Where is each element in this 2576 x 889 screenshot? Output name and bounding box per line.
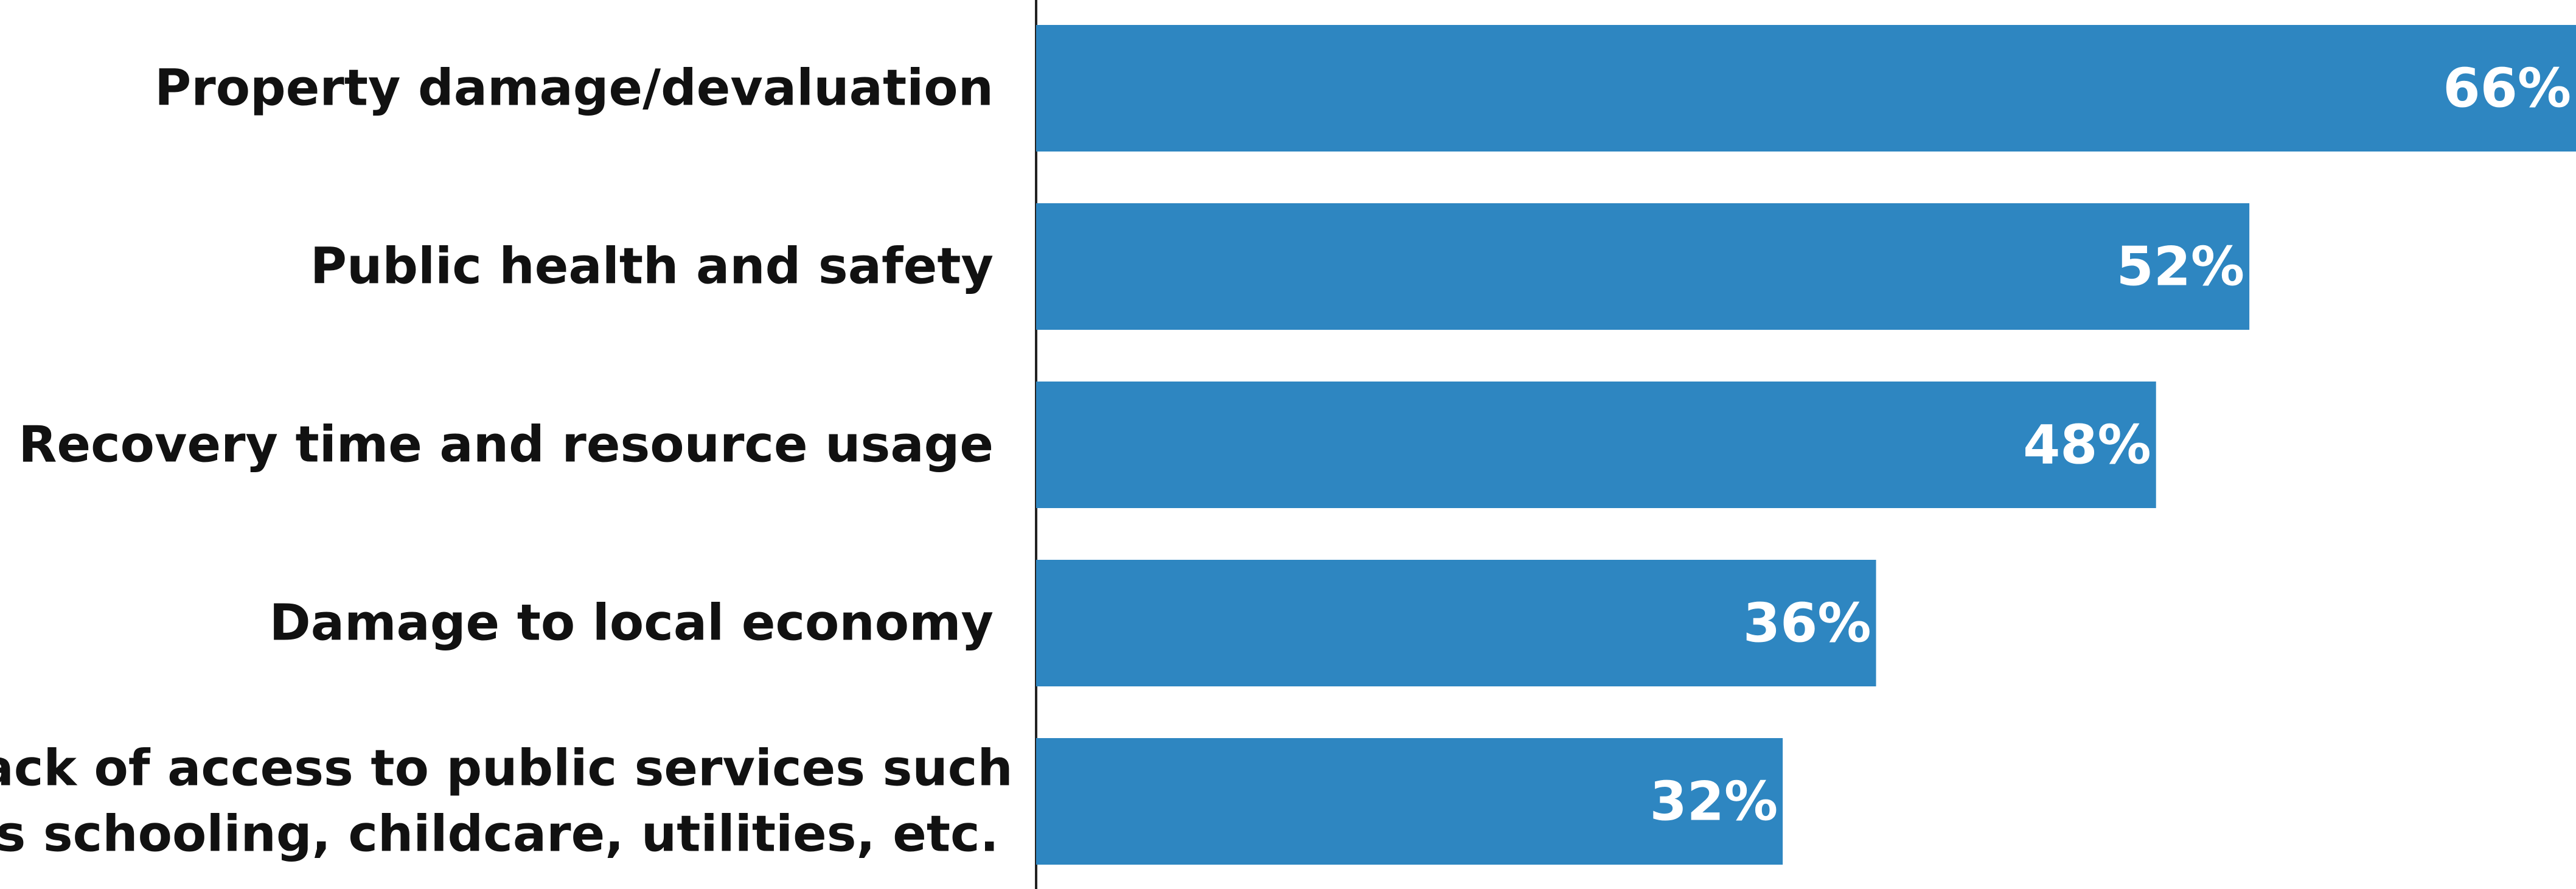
bars-group xyxy=(1036,25,2576,865)
category-label-line: Recovery time and resource usage xyxy=(18,416,994,474)
category-label-line: as schooling, childcare, utilities, etc. xyxy=(0,806,999,863)
bar-1 xyxy=(1036,203,2250,330)
category-label-1: Public health and safety xyxy=(310,238,994,296)
category-label-3: Damage to local economy xyxy=(270,594,994,652)
category-labels-group: Property damage/devaluation Public health… xyxy=(0,60,1013,863)
bar-2 xyxy=(1036,382,2156,508)
category-label-4: Lack of access to public services such as… xyxy=(0,740,1013,863)
category-label-0: Property damage/devaluation xyxy=(155,60,994,117)
bar-3 xyxy=(1036,560,1876,686)
bar-4 xyxy=(1036,738,1783,865)
category-label-line: Damage to local economy xyxy=(270,594,994,652)
category-label-line: Property damage/devaluation xyxy=(155,60,994,117)
value-label-3: 36% xyxy=(1743,592,1871,655)
value-label-1: 52% xyxy=(2116,235,2244,298)
value-label-0: 66% xyxy=(2443,57,2571,120)
bar-0 xyxy=(1036,25,2576,152)
value-label-4: 32% xyxy=(1650,770,1778,833)
value-label-2: 48% xyxy=(2023,414,2151,476)
category-label-line: Lack of access to public services such xyxy=(0,740,1013,798)
category-label-line: Public health and safety xyxy=(310,238,994,296)
value-labels-group: 66% 52% 48% 36% 32% xyxy=(1650,57,2571,833)
category-label-2: Recovery time and resource usage xyxy=(18,416,994,474)
